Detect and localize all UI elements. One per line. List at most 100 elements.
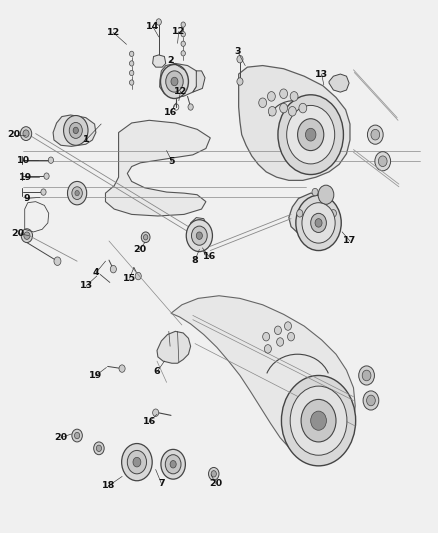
Text: 12: 12 <box>172 27 185 36</box>
Text: 20: 20 <box>7 130 20 139</box>
Circle shape <box>130 70 134 76</box>
Circle shape <box>297 119 324 151</box>
Text: 8: 8 <box>191 256 198 264</box>
Text: 17: 17 <box>343 237 357 246</box>
Polygon shape <box>157 332 191 364</box>
Circle shape <box>54 257 61 265</box>
Circle shape <box>208 467 219 480</box>
Circle shape <box>330 209 336 217</box>
Polygon shape <box>193 71 205 92</box>
Circle shape <box>122 443 152 481</box>
Circle shape <box>302 203 335 243</box>
Circle shape <box>67 181 87 205</box>
Circle shape <box>94 442 104 455</box>
Circle shape <box>48 157 53 164</box>
Polygon shape <box>188 217 207 248</box>
Circle shape <box>156 19 161 25</box>
Circle shape <box>290 386 347 455</box>
Circle shape <box>72 429 82 442</box>
Circle shape <box>312 188 318 196</box>
Text: 20: 20 <box>133 245 146 254</box>
Circle shape <box>367 125 383 144</box>
Circle shape <box>299 103 307 113</box>
Circle shape <box>23 130 29 138</box>
Circle shape <box>64 116 88 146</box>
Circle shape <box>318 185 334 204</box>
Circle shape <box>288 107 296 116</box>
Circle shape <box>171 77 178 86</box>
Circle shape <box>141 232 150 243</box>
Circle shape <box>296 195 341 251</box>
Circle shape <box>278 95 343 174</box>
Polygon shape <box>239 66 350 180</box>
Circle shape <box>130 80 134 85</box>
Circle shape <box>181 41 185 46</box>
Circle shape <box>165 455 181 474</box>
Circle shape <box>135 272 141 280</box>
Circle shape <box>211 471 216 477</box>
Circle shape <box>297 209 303 217</box>
Circle shape <box>315 219 322 227</box>
Circle shape <box>378 156 387 166</box>
Circle shape <box>152 409 159 416</box>
Circle shape <box>41 189 46 195</box>
Circle shape <box>282 375 356 466</box>
Circle shape <box>74 432 80 439</box>
Circle shape <box>280 89 288 99</box>
Circle shape <box>130 51 134 56</box>
Circle shape <box>186 220 212 252</box>
Text: 19: 19 <box>18 173 32 182</box>
Polygon shape <box>159 63 198 96</box>
Circle shape <box>237 55 243 63</box>
Text: 6: 6 <box>154 367 160 376</box>
Circle shape <box>362 370 371 381</box>
Circle shape <box>196 232 202 239</box>
Circle shape <box>24 232 30 239</box>
Circle shape <box>268 107 276 116</box>
Polygon shape <box>152 55 166 67</box>
Circle shape <box>127 450 147 474</box>
Polygon shape <box>106 120 210 216</box>
Circle shape <box>72 187 82 199</box>
Polygon shape <box>53 115 96 147</box>
Text: 1: 1 <box>82 135 89 144</box>
Text: 18: 18 <box>102 481 116 490</box>
Circle shape <box>96 445 102 451</box>
Text: 9: 9 <box>24 194 30 203</box>
Circle shape <box>311 213 326 232</box>
Circle shape <box>181 31 185 37</box>
Circle shape <box>166 71 183 92</box>
Circle shape <box>133 457 141 467</box>
Circle shape <box>285 322 291 330</box>
Circle shape <box>188 104 193 110</box>
Circle shape <box>181 22 185 27</box>
Circle shape <box>265 345 272 353</box>
Circle shape <box>363 391 379 410</box>
Circle shape <box>268 92 276 101</box>
Circle shape <box>130 61 134 66</box>
Circle shape <box>191 226 207 245</box>
Circle shape <box>161 449 185 479</box>
Circle shape <box>359 366 374 385</box>
Text: 19: 19 <box>89 371 102 380</box>
Circle shape <box>44 173 49 179</box>
Circle shape <box>277 338 284 346</box>
Text: 12: 12 <box>107 28 120 37</box>
Circle shape <box>263 333 270 341</box>
Text: 4: 4 <box>92 269 99 277</box>
Circle shape <box>259 98 267 108</box>
Circle shape <box>287 106 335 164</box>
Circle shape <box>69 123 82 139</box>
Text: 14: 14 <box>146 22 159 31</box>
Circle shape <box>160 64 188 99</box>
Circle shape <box>144 235 148 240</box>
Text: 15: 15 <box>123 273 136 282</box>
Circle shape <box>21 229 32 243</box>
Text: 20: 20 <box>209 479 222 488</box>
Circle shape <box>375 152 391 171</box>
Circle shape <box>280 103 288 113</box>
Text: 13: 13 <box>315 70 328 78</box>
Polygon shape <box>171 296 355 458</box>
Text: 5: 5 <box>169 157 175 166</box>
Polygon shape <box>329 74 349 92</box>
